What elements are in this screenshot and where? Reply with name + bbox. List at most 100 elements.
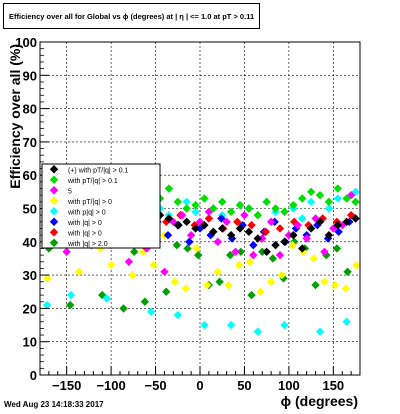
data-point <box>334 227 343 237</box>
chart-title-box: Efficiency over all for Global vs ϕ (deg… <box>3 3 261 29</box>
data-point <box>194 250 203 260</box>
data-point <box>262 247 271 256</box>
data-point <box>62 247 71 256</box>
data-point <box>324 197 334 207</box>
data-point <box>240 210 249 220</box>
data-point <box>324 204 334 213</box>
data-point <box>160 267 169 276</box>
data-point <box>130 247 139 256</box>
data-point <box>226 320 236 330</box>
y-tick-label: 60 <box>23 168 37 183</box>
chart-title: Efficiency over all for Global vs ϕ (deg… <box>9 11 255 21</box>
data-point <box>66 290 76 300</box>
data-point <box>311 280 320 290</box>
data-point <box>253 234 262 243</box>
data-point <box>163 230 173 240</box>
data-point <box>320 277 329 286</box>
data-point <box>233 217 242 227</box>
data-point <box>271 240 280 250</box>
data-point <box>66 300 75 310</box>
data-point <box>323 234 333 243</box>
y-tick-label: 40 <box>23 235 37 250</box>
legend-label: (+) with pT/|q| > 0.1 <box>68 167 129 174</box>
data-point <box>333 220 342 230</box>
legend-marker <box>49 196 59 205</box>
data-point <box>288 240 297 250</box>
data-point <box>309 254 318 263</box>
data-point <box>324 230 334 240</box>
x-tick-label: 0 <box>196 378 203 393</box>
data-point <box>181 284 190 293</box>
legend-marker <box>49 165 59 174</box>
data-point <box>332 244 342 253</box>
data-point <box>191 200 200 210</box>
data-point <box>124 257 134 266</box>
x-tick-label: −50 <box>145 378 167 393</box>
data-point <box>140 297 150 306</box>
data-point <box>74 267 84 276</box>
data-point <box>183 244 192 253</box>
legend-marker <box>49 175 59 184</box>
data-point <box>173 310 182 320</box>
y-tick-label: 50 <box>23 202 37 217</box>
data-point <box>215 277 224 286</box>
data-point <box>342 217 351 227</box>
data-point <box>306 224 316 233</box>
x-axis-label: ϕ (degrees) <box>281 393 358 409</box>
y-tick-label: 30 <box>23 268 37 283</box>
data-point <box>258 234 267 243</box>
data-point <box>277 270 286 280</box>
data-point <box>352 260 361 270</box>
data-point <box>330 280 340 290</box>
data-point <box>351 214 360 223</box>
data-point <box>236 247 246 256</box>
y-tick-label: 80 <box>23 102 37 117</box>
y-tick-label: 100 <box>15 35 37 50</box>
data-point <box>218 210 227 220</box>
data-point <box>351 197 360 207</box>
data-point <box>128 270 137 280</box>
data-point <box>191 207 200 217</box>
data-point <box>256 287 265 296</box>
y-tick-label: 10 <box>23 335 37 350</box>
y-axis-label: Efficiency over all (%) <box>7 44 23 189</box>
data-point <box>227 234 237 243</box>
data-point <box>293 220 302 230</box>
data-point <box>315 217 325 227</box>
data-point <box>341 284 350 293</box>
data-point <box>217 214 226 223</box>
data-point <box>191 224 200 233</box>
data-point <box>298 194 307 203</box>
data-point <box>185 237 194 246</box>
data-point <box>249 250 258 260</box>
data-point <box>149 260 158 270</box>
data-point <box>289 200 298 210</box>
data-point <box>119 304 128 313</box>
data-point <box>200 194 209 203</box>
timestamp-footer: Wed Aug 23 14:18:33 2017 <box>4 400 104 409</box>
data-point <box>302 234 311 243</box>
data-point <box>42 300 52 310</box>
data-point <box>192 244 201 253</box>
data-point <box>253 327 262 336</box>
data-point <box>289 230 298 240</box>
legend-label: 5 <box>68 188 72 195</box>
data-point <box>275 224 285 233</box>
data-point <box>146 307 156 316</box>
data-point <box>315 190 325 200</box>
legend-marker <box>49 186 59 195</box>
legend-label: with pT/|q| > 0.1 <box>67 178 118 185</box>
data-point <box>249 240 258 250</box>
legend-label: with pT/|q| > 0 <box>67 199 112 206</box>
data-point <box>204 214 214 223</box>
data-point <box>200 320 209 330</box>
y-tick-label: 90 <box>23 68 37 83</box>
data-point <box>42 274 52 283</box>
data-point <box>226 207 236 217</box>
data-point <box>218 224 227 233</box>
data-point <box>244 227 254 237</box>
data-point <box>333 184 342 193</box>
data-point <box>102 294 111 303</box>
data-point <box>315 327 325 336</box>
